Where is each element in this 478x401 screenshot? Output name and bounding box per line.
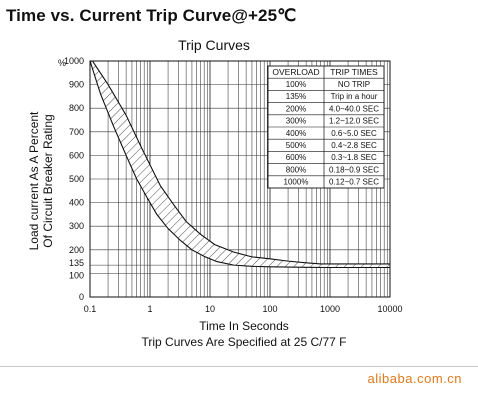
- table-cell: 0.3~1.8 SEC: [331, 153, 377, 162]
- y-axis-label: Load current As A Percent Of Circuit Bre…: [27, 111, 55, 250]
- trip-times-table: OVERLOAD TRIP TIMES 100% NO TRIP 135% Trip in…: [267, 65, 385, 189]
- y-tick-label: 800: [69, 103, 84, 113]
- footer-watermark: alibaba.com.cn: [367, 371, 462, 386]
- table-cell: 100%: [286, 80, 306, 89]
- table-cell: 500%: [286, 141, 306, 150]
- y-tick-label: 700: [69, 127, 84, 137]
- y-tick-label: 900: [69, 80, 84, 90]
- table-cell: 600%: [286, 153, 306, 162]
- chart-title: Trip Curves: [178, 37, 250, 53]
- x-axis-label: Time In Seconds: [199, 319, 289, 333]
- plot-frame: [89, 60, 391, 298]
- trip-band-hatch: [90, 61, 390, 268]
- x-tick-label: 1000: [320, 304, 340, 314]
- x-tick-label: 0.1: [84, 304, 97, 314]
- y-tick-labels: 0 100 135 200 300 400 500 600 700 800 900 1000: [64, 56, 84, 302]
- page-title: Time vs. Current Trip Curve@+25℃: [6, 6, 297, 25]
- y-tick-label: 300: [69, 221, 84, 231]
- x-tick-label: 100: [262, 304, 277, 314]
- table-header-cell: TRIP TIMES: [330, 67, 378, 77]
- table-cell: 0.12~0.7 SEC: [329, 178, 379, 187]
- table-cell: 200%: [286, 104, 306, 113]
- trip-band: [90, 61, 390, 269]
- table-cell: 300%: [286, 117, 306, 126]
- footer-divider: [0, 366, 478, 367]
- y-tick-label: 135: [69, 258, 84, 268]
- table-cell: 400%: [286, 129, 306, 138]
- y-tick-label: 200: [69, 245, 84, 255]
- table-cell: 0.18~0.9 SEC: [329, 165, 379, 174]
- y-unit-label: %: [58, 58, 66, 68]
- y-tick-label: 100: [69, 270, 84, 280]
- y-tick-label: 0: [79, 292, 84, 302]
- table-header-cell: OVERLOAD: [272, 67, 319, 77]
- x-tick-label: 10: [205, 304, 215, 314]
- upper-trip-curve: [92, 61, 390, 265]
- table-cell: 1000%: [284, 178, 309, 187]
- y-axis-label-line-1: Load current As A Percent: [27, 111, 41, 250]
- table-cell: 135%: [286, 92, 306, 101]
- table-cell: NO TRIP: [338, 80, 370, 89]
- table-cell: 0.4~2.8 SEC: [331, 141, 377, 150]
- table-cell: 4.0~40.0 SEC: [329, 104, 379, 113]
- y-tick-label: 400: [69, 198, 84, 208]
- x-tick-label: 1: [147, 304, 152, 314]
- lower-trip-curve: [90, 61, 390, 269]
- y-tick-label: 1000: [64, 56, 84, 66]
- chart-note: Trip Curves Are Specified at 25 C/77 F: [142, 335, 347, 349]
- table-cell: 0.6~5.0 SEC: [331, 129, 377, 138]
- table-cell: 800%: [286, 165, 306, 174]
- table-cell: Trip in a hour: [331, 92, 378, 101]
- y-tick-label: 600: [69, 150, 84, 160]
- x-tick-label: 10000: [377, 304, 402, 314]
- x-tick-labels: 0.1 1 10 100 1000 10000: [84, 304, 403, 314]
- table-cell: 1.2~12.0 SEC: [329, 117, 379, 126]
- y-axis-label-line-2: Of Circuit Breaker Rating: [41, 114, 55, 247]
- y-tick-label: 500: [69, 174, 84, 184]
